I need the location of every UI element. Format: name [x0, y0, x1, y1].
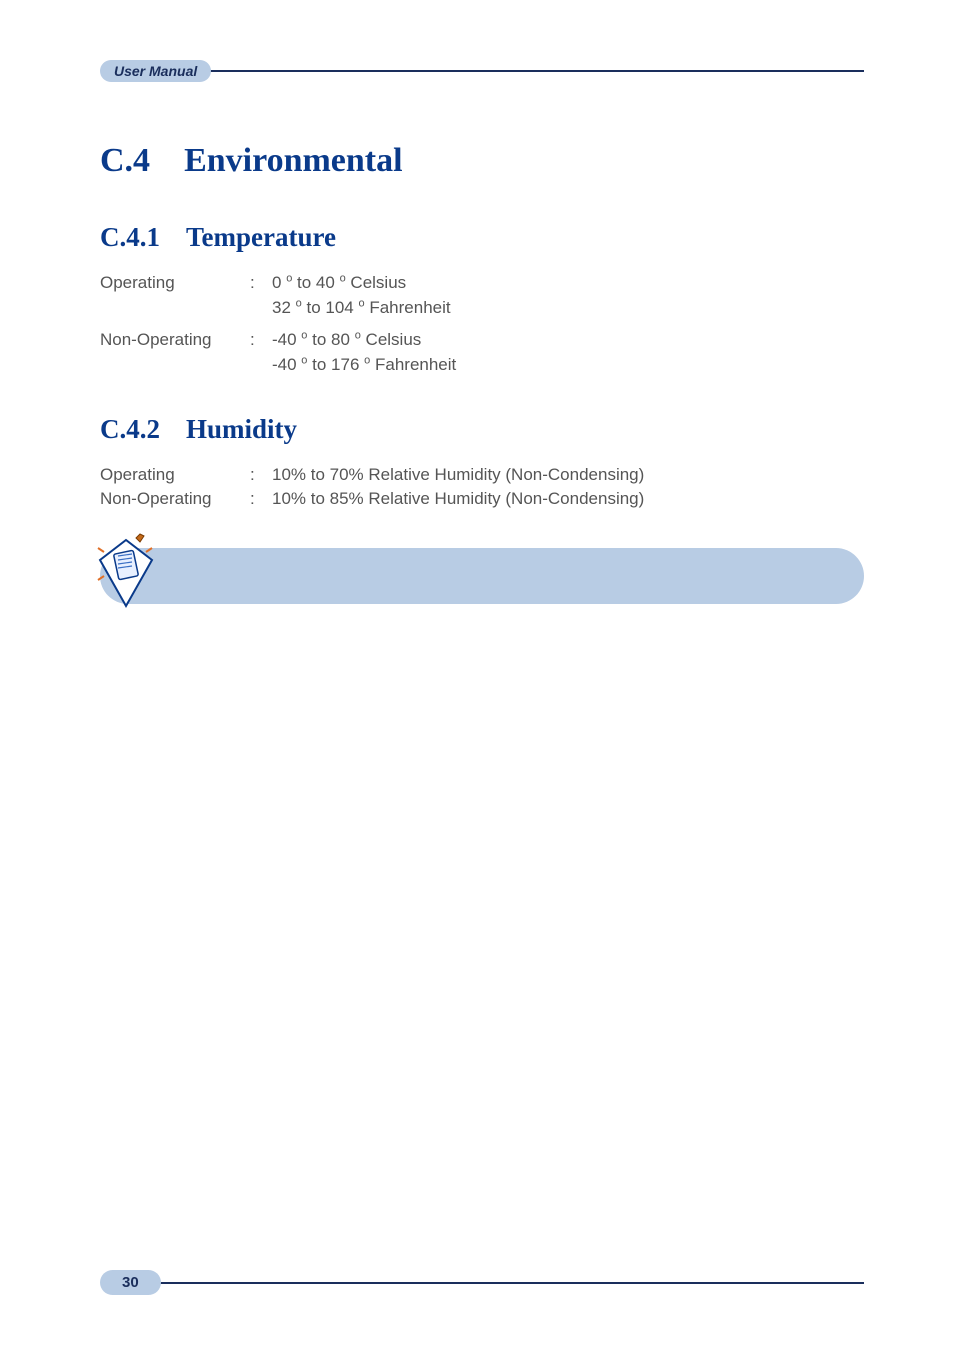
page-number-badge: 30: [100, 1270, 161, 1295]
section-title: Environmental: [184, 142, 403, 180]
spec-value: 0 o to 40 o Celsius 32 o to 104 o Fahren…: [272, 271, 864, 320]
spec-value: 10% to 85% Relative Humidity (Non-Conden…: [272, 487, 864, 512]
footer-rule: [159, 1282, 864, 1284]
subsection-number: C.4.1: [100, 222, 160, 253]
spec-label: Operating: [100, 463, 250, 488]
temperature-specs: Operating : 0 o to 40 o Celsius 32 o to …: [100, 271, 864, 378]
spec-colon: :: [250, 463, 272, 488]
note-banner: [100, 548, 864, 604]
spec-value: 10% to 70% Relative Humidity (Non-Conden…: [272, 463, 864, 488]
spec-row: Non-Operating : -40 o to 80 o Celsius -4…: [100, 328, 864, 377]
spec-label: Non-Operating: [100, 328, 250, 377]
spec-colon: :: [250, 487, 272, 512]
subsection-heading-humidity: C.4.2 Humidity: [100, 414, 864, 445]
spec-row: Non-Operating : 10% to 85% Relative Humi…: [100, 487, 864, 512]
subsection-heading-temperature: C.4.1 Temperature: [100, 222, 864, 253]
spec-row: Operating : 10% to 70% Relative Humidity…: [100, 463, 864, 488]
section-number: C.4: [100, 142, 150, 180]
spec-label: Operating: [100, 271, 250, 320]
page-number: 30: [122, 1274, 139, 1291]
subsection-title: Temperature: [186, 222, 336, 253]
header-label: User Manual: [114, 63, 197, 79]
spec-label: Non-Operating: [100, 487, 250, 512]
header-badge: User Manual: [100, 60, 211, 82]
spec-colon: :: [250, 328, 272, 377]
page-header: User Manual: [100, 60, 864, 82]
section-heading: C.4 Environmental: [100, 142, 864, 180]
spec-colon: :: [250, 271, 272, 320]
note-icon: [90, 532, 162, 617]
humidity-specs: Operating : 10% to 70% Relative Humidity…: [100, 463, 864, 512]
page-container: User Manual C.4 Environmental C.4.1 Temp…: [0, 0, 954, 604]
subsection-number: C.4.2: [100, 414, 160, 445]
spec-value: -40 o to 80 o Celsius -40 o to 176 o Fah…: [272, 328, 864, 377]
subsection-title: Humidity: [186, 414, 297, 445]
page-footer: 30: [100, 1270, 864, 1295]
spec-row: Operating : 0 o to 40 o Celsius 32 o to …: [100, 271, 864, 320]
header-rule: [209, 70, 864, 72]
